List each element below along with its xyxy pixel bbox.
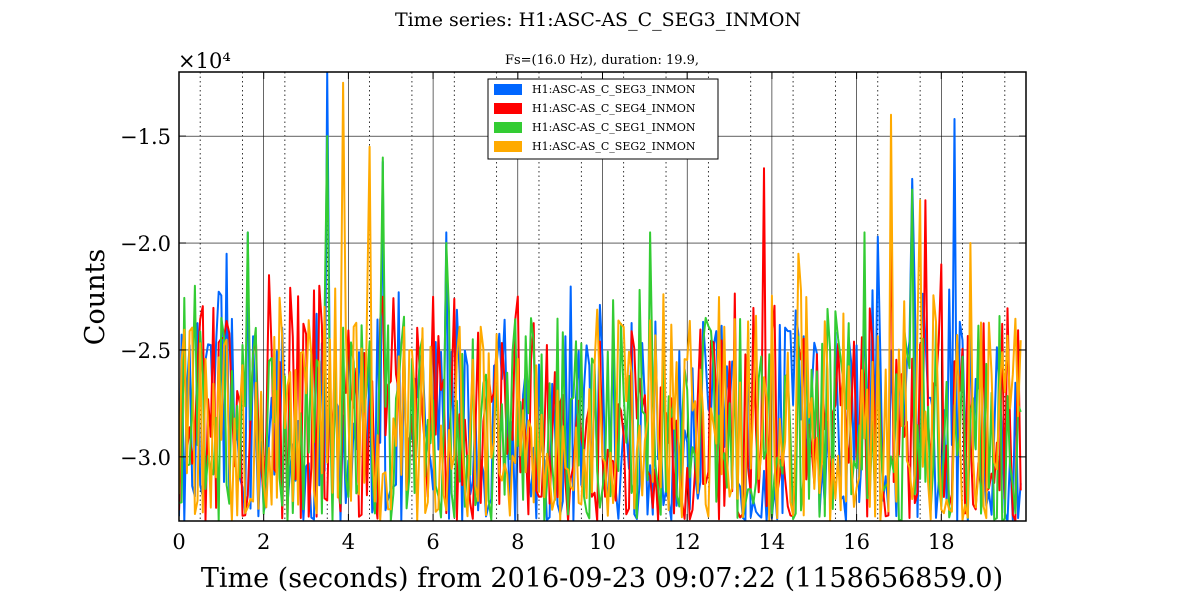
chart-title: Time series: H1:ASC-AS_C_SEG3_INMON [395, 9, 801, 31]
legend-swatch [494, 84, 522, 95]
legend-label: H1:ASC-AS_C_SEG3_INMON [532, 83, 696, 96]
x-tick-label: 14 [759, 530, 786, 554]
y-axis-label: Counts [80, 249, 111, 345]
y-tick-label: −1.5 [120, 125, 171, 149]
x-tick-label: 6 [426, 530, 439, 554]
legend-box [487, 78, 719, 160]
x-tick-label: 2 [257, 530, 270, 554]
legend-swatch [494, 103, 522, 114]
legend-swatch [494, 122, 522, 133]
y-tick-label: −2.0 [120, 232, 171, 256]
x-tick-label: 12 [674, 530, 701, 554]
y-multiplier: ×10⁴ [178, 49, 231, 73]
series-line [179, 72, 1022, 521]
legend-label: H1:ASC-AS_C_SEG4_INMON [532, 102, 696, 115]
x-tick-label: 16 [843, 530, 870, 554]
x-axis-label: Time (seconds) from 2016-09-23 09:07:22 … [201, 563, 1003, 594]
x-tick-label: 10 [589, 530, 616, 554]
legend-swatch [494, 141, 522, 152]
legend-label: H1:ASC-AS_C_SEG2_INMON [532, 140, 696, 153]
x-tick-label: 4 [342, 530, 355, 554]
y-axis-ticks: −3.0 −2.5 −2.0 −1.5 [120, 125, 1026, 470]
legend: H1:ASC-AS_C_SEG3_INMON H1:ASC-AS_C_SEG4_I… [487, 78, 719, 160]
x-tick-label: 0 [172, 530, 185, 554]
y-tick-label: −2.5 [120, 339, 171, 363]
y-tick-label: −3.0 [120, 446, 171, 470]
x-tick-label: 8 [511, 530, 524, 554]
x-axis-ticks: 0 2 4 6 8 10 12 14 16 18 [172, 72, 955, 554]
legend-label: H1:ASC-AS_C_SEG1_INMON [532, 121, 696, 134]
x-tick-label: 18 [928, 530, 955, 554]
chart-subtitle: Fs=(16.0 Hz), duration: 19.9, [505, 53, 699, 68]
